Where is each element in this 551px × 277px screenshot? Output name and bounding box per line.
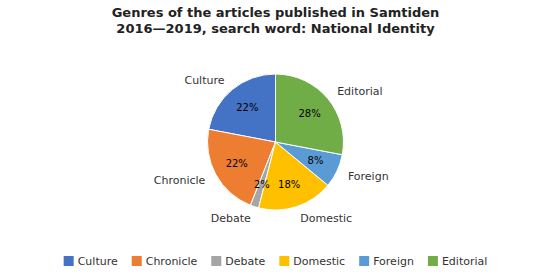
slice-label: Culture: [184, 74, 224, 87]
chart: Genres of the articles published in Samt…: [0, 0, 551, 277]
data-label: 18%: [278, 179, 300, 190]
slice: [276, 74, 344, 155]
legend-label: Debate: [225, 255, 265, 268]
legend-label: Editorial: [442, 255, 487, 268]
legend-label: Chronicle: [146, 255, 198, 268]
legend-item: Domestic: [279, 255, 345, 268]
data-label: 28%: [298, 108, 320, 119]
slice-label: Foreign: [348, 170, 389, 183]
data-label: 22%: [236, 102, 258, 113]
legend-swatch: [132, 256, 142, 266]
legend-item: Debate: [211, 255, 265, 268]
legend-label: Foreign: [373, 255, 414, 268]
slice-label: Debate: [211, 212, 251, 225]
legend-item: Culture: [64, 255, 118, 268]
data-label: 22%: [226, 158, 248, 169]
slice-label: Domestic: [300, 212, 352, 225]
legend-label: Culture: [78, 255, 118, 268]
data-label: 2%: [254, 179, 270, 190]
slices: [208, 74, 344, 210]
legend-swatch: [359, 256, 369, 266]
title: Genres of the articles published in Samt…: [112, 5, 440, 36]
legend-item: Foreign: [359, 255, 414, 268]
legend-swatch: [279, 256, 289, 266]
legend-label: Domestic: [293, 255, 345, 268]
data-label: 8%: [308, 155, 324, 166]
labels: 22% Culture 22% Chronicle 2% Debate 18% Domesti…: [154, 74, 389, 225]
legend-swatch: [428, 256, 438, 266]
legend-item: Chronicle: [132, 255, 198, 268]
legend-item: Editorial: [428, 255, 487, 268]
legend-swatch: [211, 256, 221, 266]
slice-label: Chronicle: [154, 174, 206, 187]
legend-swatch: [64, 256, 74, 266]
legend: Culture Chronicle Debate Domestic Foreign Edi…: [64, 255, 488, 268]
slice-label: Editorial: [337, 85, 382, 98]
